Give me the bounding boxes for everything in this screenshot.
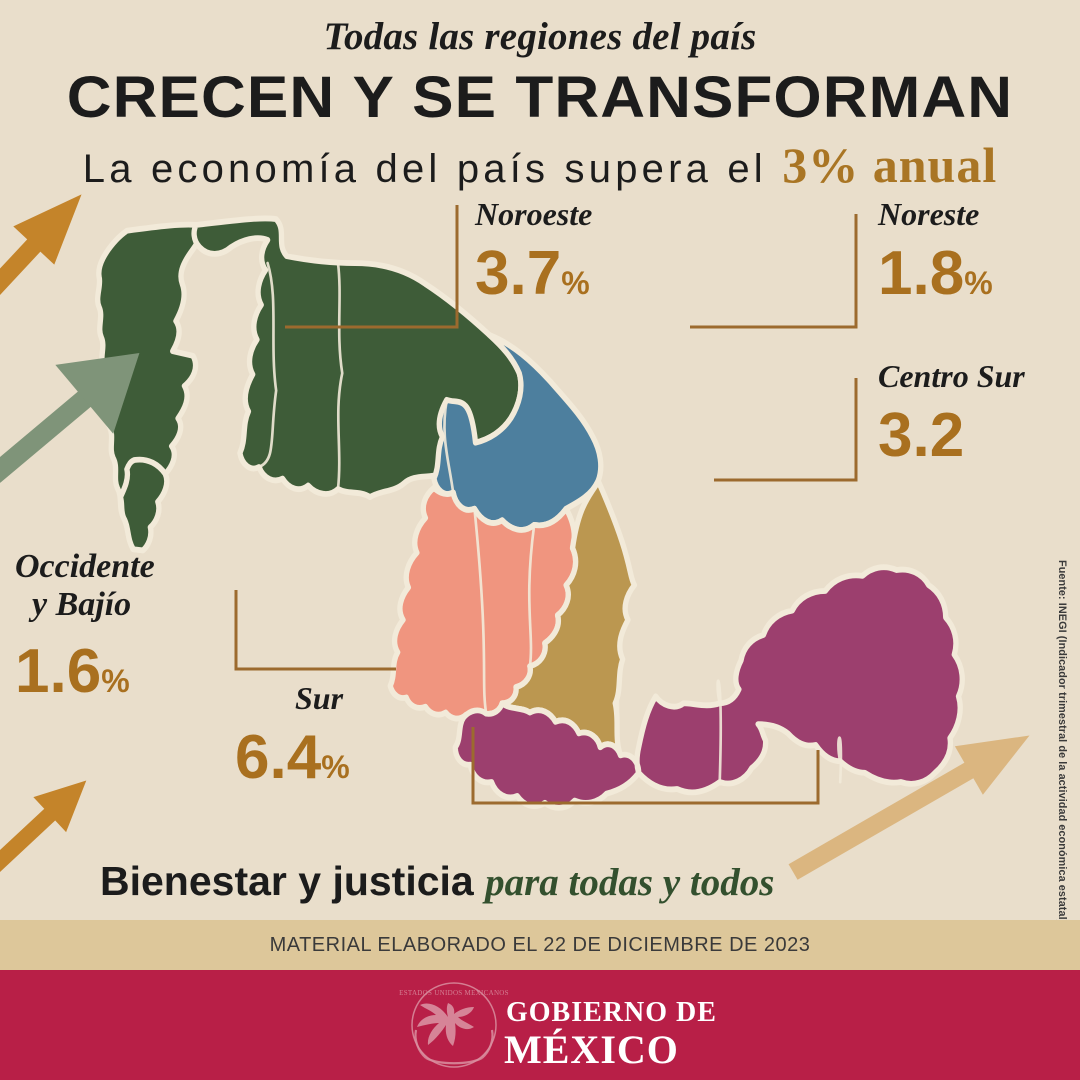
svg-text:ESTADOS UNIDOS MEXICANOS: ESTADOS UNIDOS MEXICANOS	[399, 989, 509, 997]
